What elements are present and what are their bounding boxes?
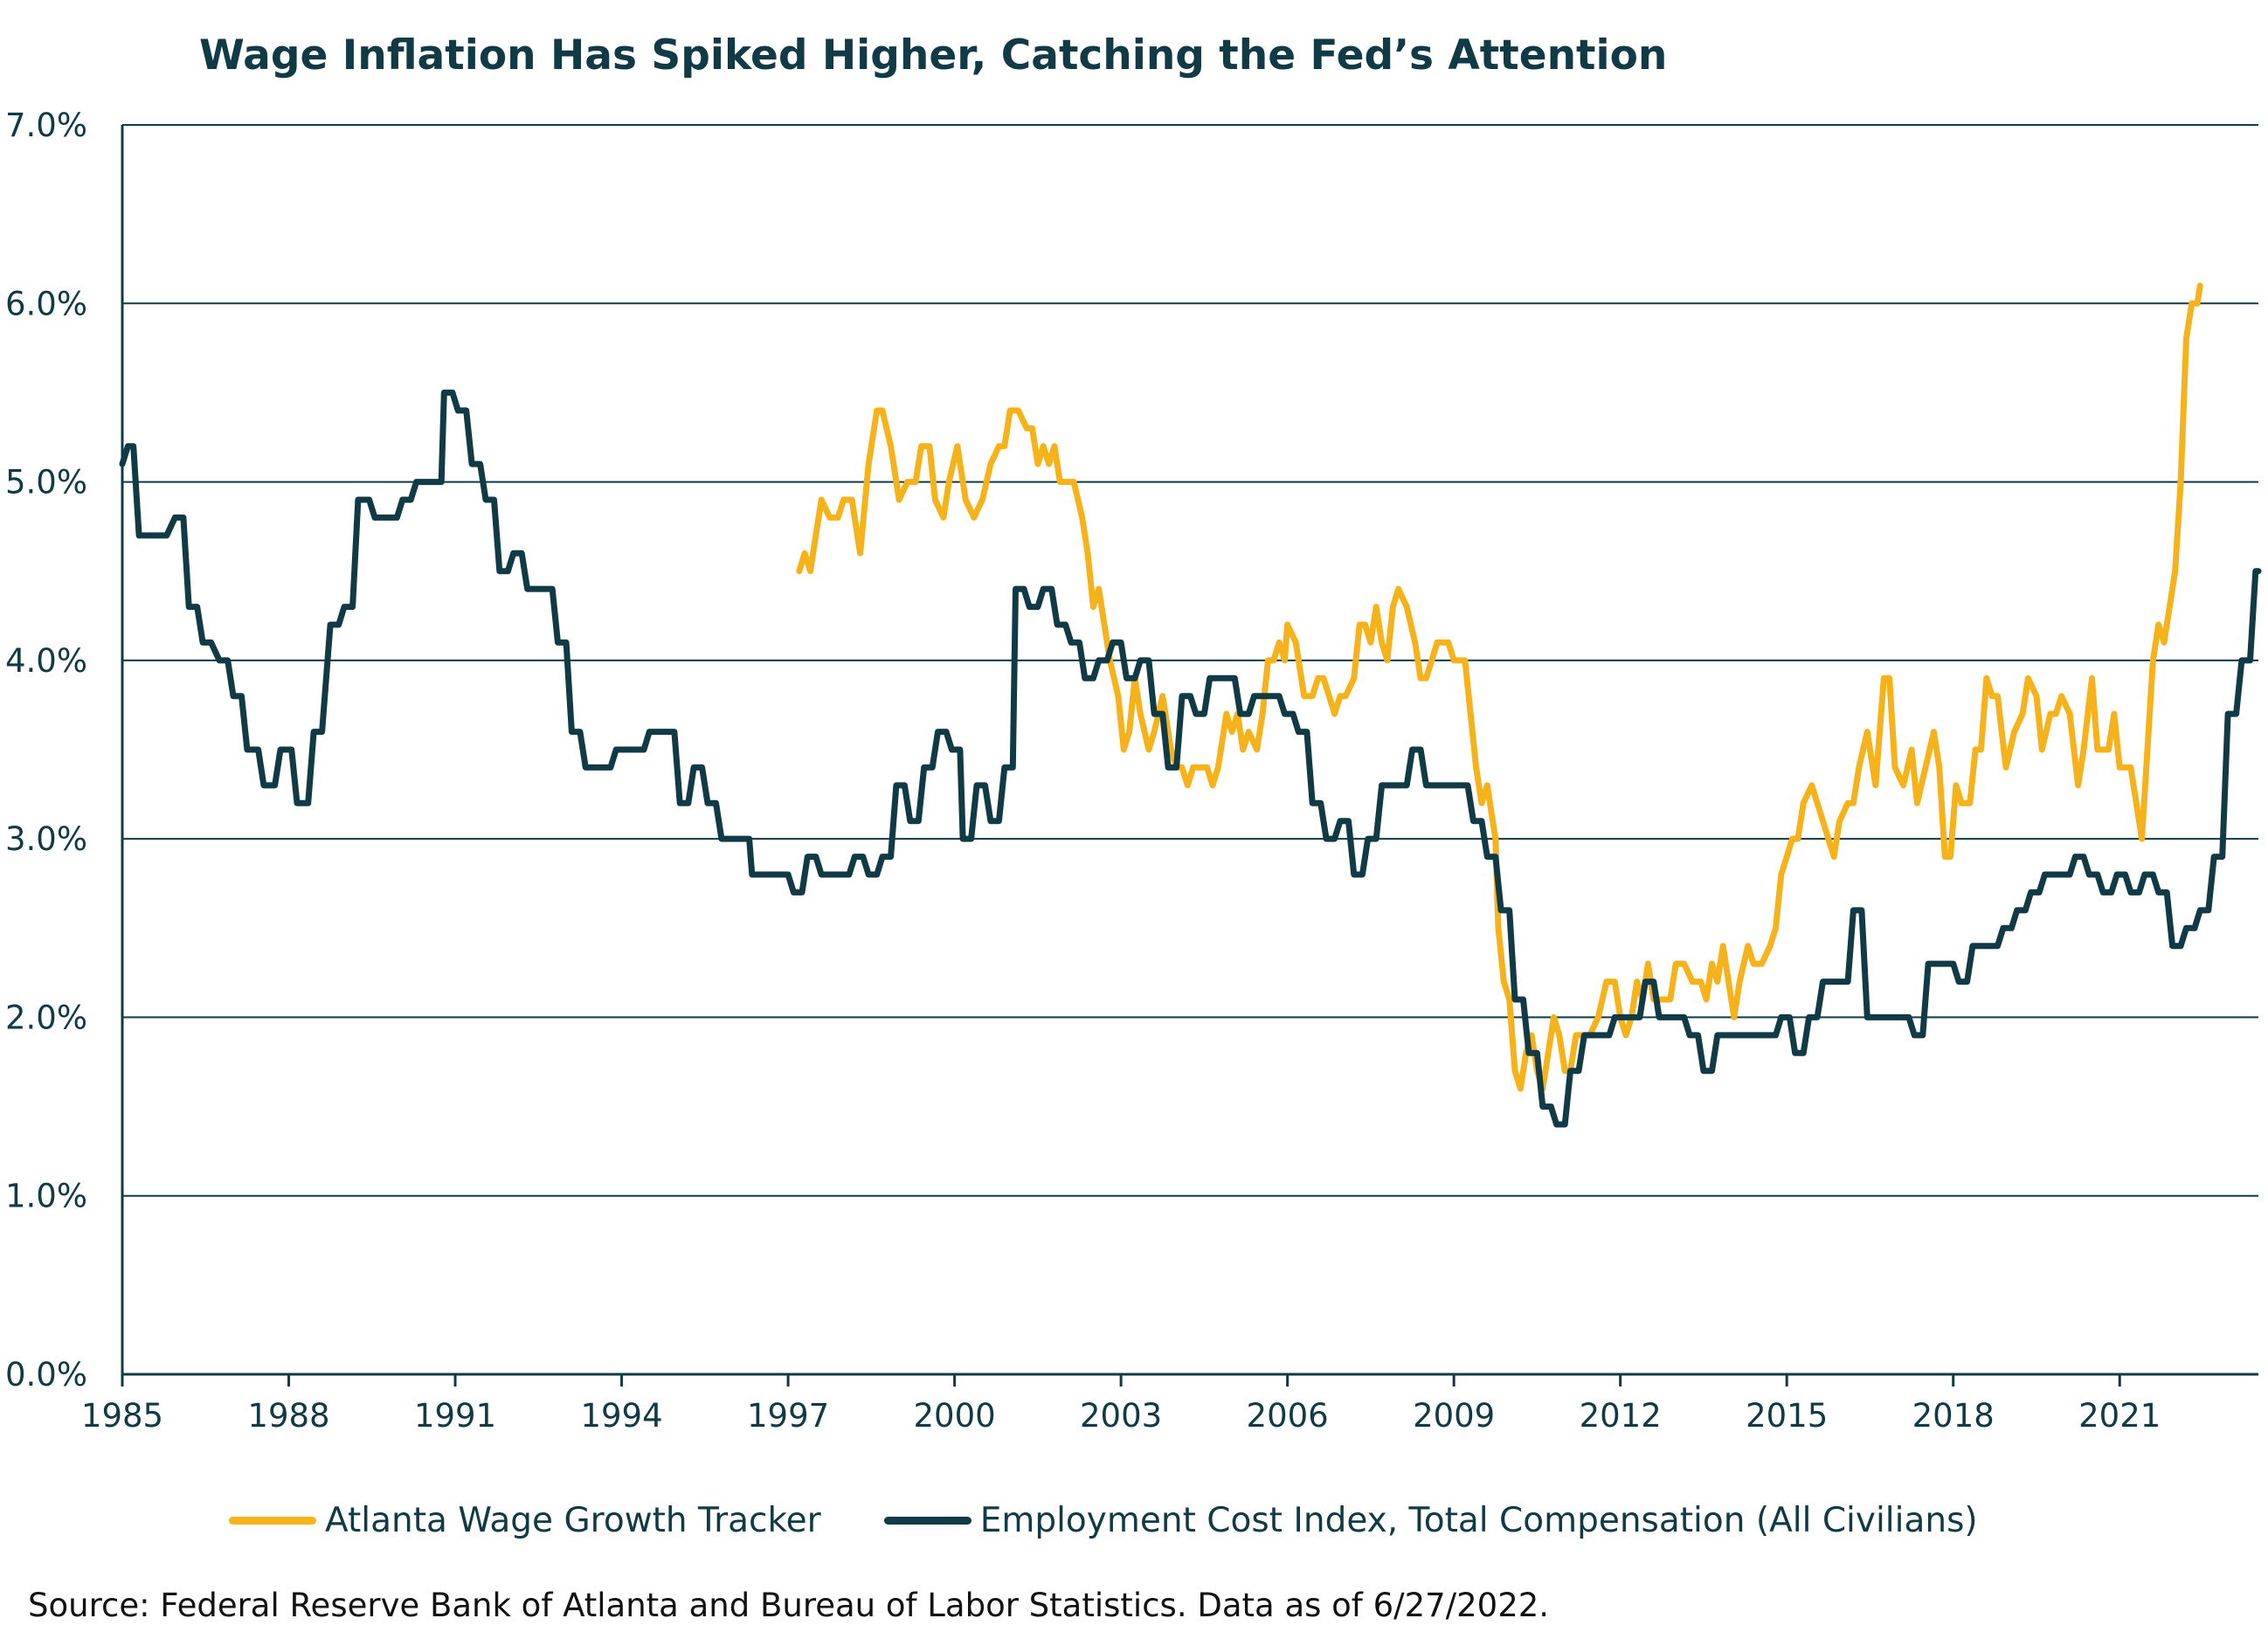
series-line-employment-cost-index [119, 389, 2262, 1128]
y-tick-label: 7.0% [5, 107, 87, 144]
x-tick-label: 2012 [1580, 1397, 1662, 1435]
y-tick-label: 0.0% [5, 1356, 87, 1394]
y-tick-label: 4.0% [5, 642, 87, 680]
x-tick-label: 1985 [81, 1397, 163, 1435]
x-tick-label: 2018 [1912, 1397, 1995, 1435]
y-tick-label: 1.0% [5, 1178, 87, 1215]
legend-label-atlanta: Atlanta Wage Growth Tracker [325, 1501, 821, 1540]
axes [121, 125, 2258, 1387]
y-tick-labels: 0.0% 1.0% 2.0% 3.0% 4.0% 5.0% 6.0% 7.0% [5, 107, 87, 1394]
source-note: Source: Federal Reserve Bank of Atlanta … [28, 1587, 1550, 1624]
x-tick-label: 1994 [580, 1397, 662, 1435]
x-tick-label: 2021 [2078, 1397, 2161, 1435]
y-tick-label: 3.0% [5, 820, 87, 858]
x-tick-label: 1997 [747, 1397, 829, 1435]
series-lines [119, 282, 2262, 1128]
gridlines [122, 124, 2258, 1197]
series-line-atlanta-wage-growth-tracker [796, 282, 2203, 1092]
x-tick-label: 2006 [1247, 1397, 1329, 1435]
legend-item-atlanta-wage-growth-tracker: Atlanta Wage Growth Tracker [229, 1501, 821, 1540]
x-tick-label: 2000 [914, 1397, 996, 1435]
x-tick-label: 1988 [247, 1397, 329, 1435]
legend-label-eci: Employment Cost Index, Total Compensatio… [979, 1501, 1978, 1540]
legend-swatch-atlanta [229, 1517, 316, 1525]
y-tick-label: 5.0% [5, 464, 87, 501]
legend-item-employment-cost-index: Employment Cost Index, Total Compensatio… [883, 1501, 1978, 1540]
x-tick-labels: 1985 1988 1991 1994 1997 2000 2003 2006 2009 2012… [81, 1397, 2161, 1435]
y-tick-label: 2.0% [5, 999, 87, 1036]
x-tick-label: 2003 [1080, 1397, 1162, 1435]
x-tick-label: 2015 [1746, 1397, 1828, 1435]
x-tick-label: 1991 [414, 1397, 496, 1435]
chart-title: Wage Inflation Has Spiked Higher, Catchi… [199, 31, 1668, 80]
legend: Atlanta Wage Growth Tracker Employment C… [229, 1501, 1978, 1540]
legend-swatch-eci [883, 1517, 972, 1525]
y-tick-label: 6.0% [5, 285, 87, 322]
x-tick-label: 2009 [1413, 1397, 1495, 1435]
